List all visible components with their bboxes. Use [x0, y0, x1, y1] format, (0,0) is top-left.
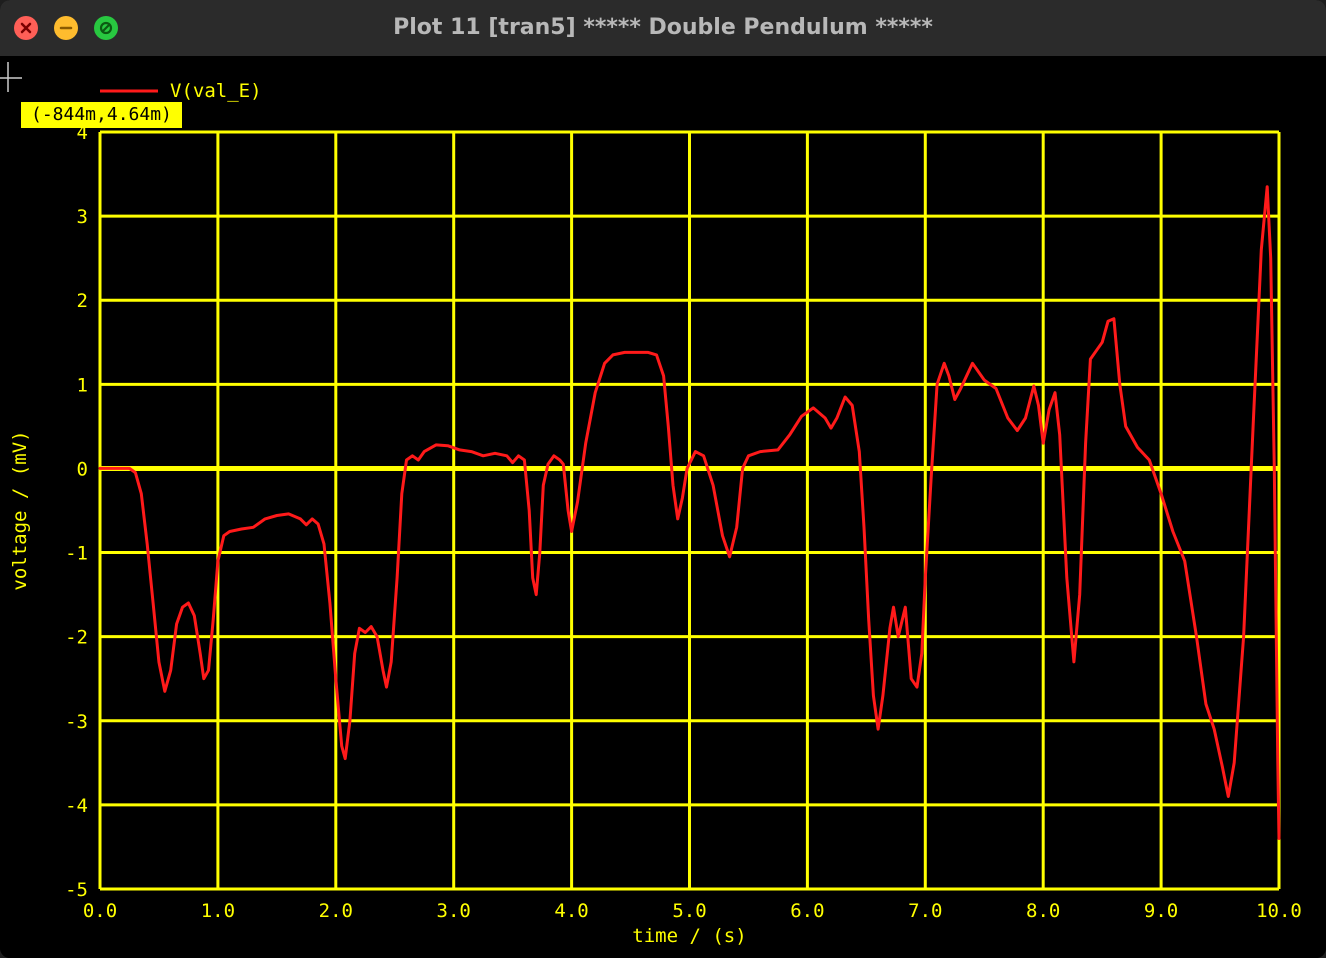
y-tick-label: -1: [65, 543, 88, 565]
chart-svg[interactable]: 0.0 1.0 2.0 3.0 4.0 5.0 6.0 7.0 8.0 9.0 10.0 -5 -4 -3…: [0, 56, 1326, 958]
series-line-0: [98, 185, 1281, 840]
x-tick-label: 8.0: [1026, 900, 1060, 922]
y-tick-label: -4: [65, 795, 88, 817]
title-bar[interactable]: Plot 11 [tran5] ***** Double Pendulum **…: [0, 0, 1326, 57]
y-tick-label: 0: [77, 458, 88, 480]
y-tick-label: -2: [65, 627, 88, 649]
x-tick-label: 5.0: [672, 900, 706, 922]
close-icon: [20, 22, 32, 34]
x-tick-label: 0.0: [83, 900, 117, 922]
maximize-button[interactable]: [94, 16, 118, 40]
x-axis-label: time / (s): [632, 925, 746, 947]
y-tick-label: 4: [77, 122, 88, 144]
x-tick-label: 10.0: [1256, 900, 1302, 922]
legend-label: V(val_E): [170, 80, 262, 102]
plot-area[interactable]: 0.0 1.0 2.0 3.0 4.0 5.0 6.0 7.0 8.0 9.0 10.0 -5 -4 -3…: [0, 56, 1326, 958]
cursor-coordinate-readout: (-844m,4.64m): [21, 102, 182, 128]
x-tick-label: 9.0: [1144, 900, 1178, 922]
crosshair-cursor-icon: [0, 62, 22, 92]
x-tick-label: 3.0: [437, 900, 471, 922]
minimize-button[interactable]: [54, 16, 78, 40]
x-tick-label: 1.0: [201, 900, 235, 922]
y-tick-label: 1: [77, 374, 88, 396]
x-tick-label: 4.0: [554, 900, 588, 922]
close-button[interactable]: [14, 16, 38, 40]
y-tick-label: -5: [65, 879, 88, 901]
y-tick-label: -3: [65, 711, 88, 733]
y-tick-label: 2: [77, 290, 88, 312]
window-title: Plot 11 [tran5] ***** Double Pendulum **…: [393, 15, 933, 40]
maximize-icon: [99, 21, 113, 35]
x-tick-label: 6.0: [790, 900, 824, 922]
x-tick-label: 2.0: [319, 900, 353, 922]
y-tick-label: 3: [77, 206, 88, 228]
y-axis-label: voltage / (mV): [9, 430, 31, 590]
minimize-icon: [59, 26, 73, 30]
x-tick-label: 7.0: [908, 900, 942, 922]
